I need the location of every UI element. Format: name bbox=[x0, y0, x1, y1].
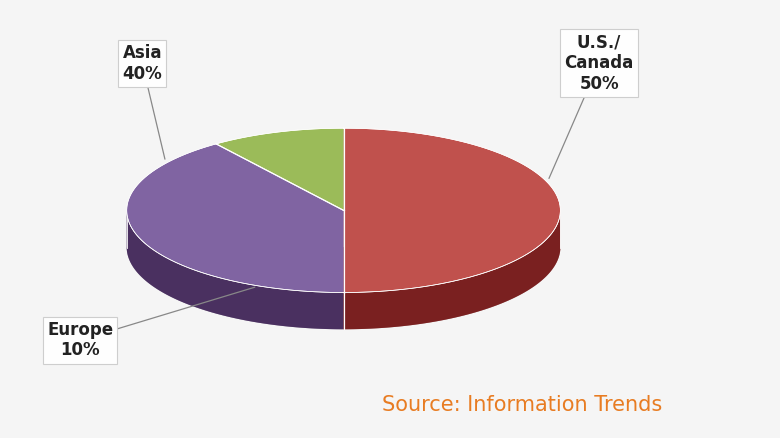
Polygon shape bbox=[126, 144, 343, 293]
Polygon shape bbox=[216, 128, 343, 210]
Text: Source: Information Trends: Source: Information Trends bbox=[381, 395, 661, 415]
Text: Europe
10%: Europe 10% bbox=[47, 287, 255, 360]
Text: U.S./
Canada
50%: U.S./ Canada 50% bbox=[549, 34, 633, 178]
Polygon shape bbox=[126, 247, 343, 329]
Text: Asia
40%: Asia 40% bbox=[122, 44, 165, 159]
Polygon shape bbox=[343, 247, 560, 329]
Polygon shape bbox=[343, 211, 560, 329]
Polygon shape bbox=[126, 211, 343, 329]
Polygon shape bbox=[343, 128, 560, 293]
